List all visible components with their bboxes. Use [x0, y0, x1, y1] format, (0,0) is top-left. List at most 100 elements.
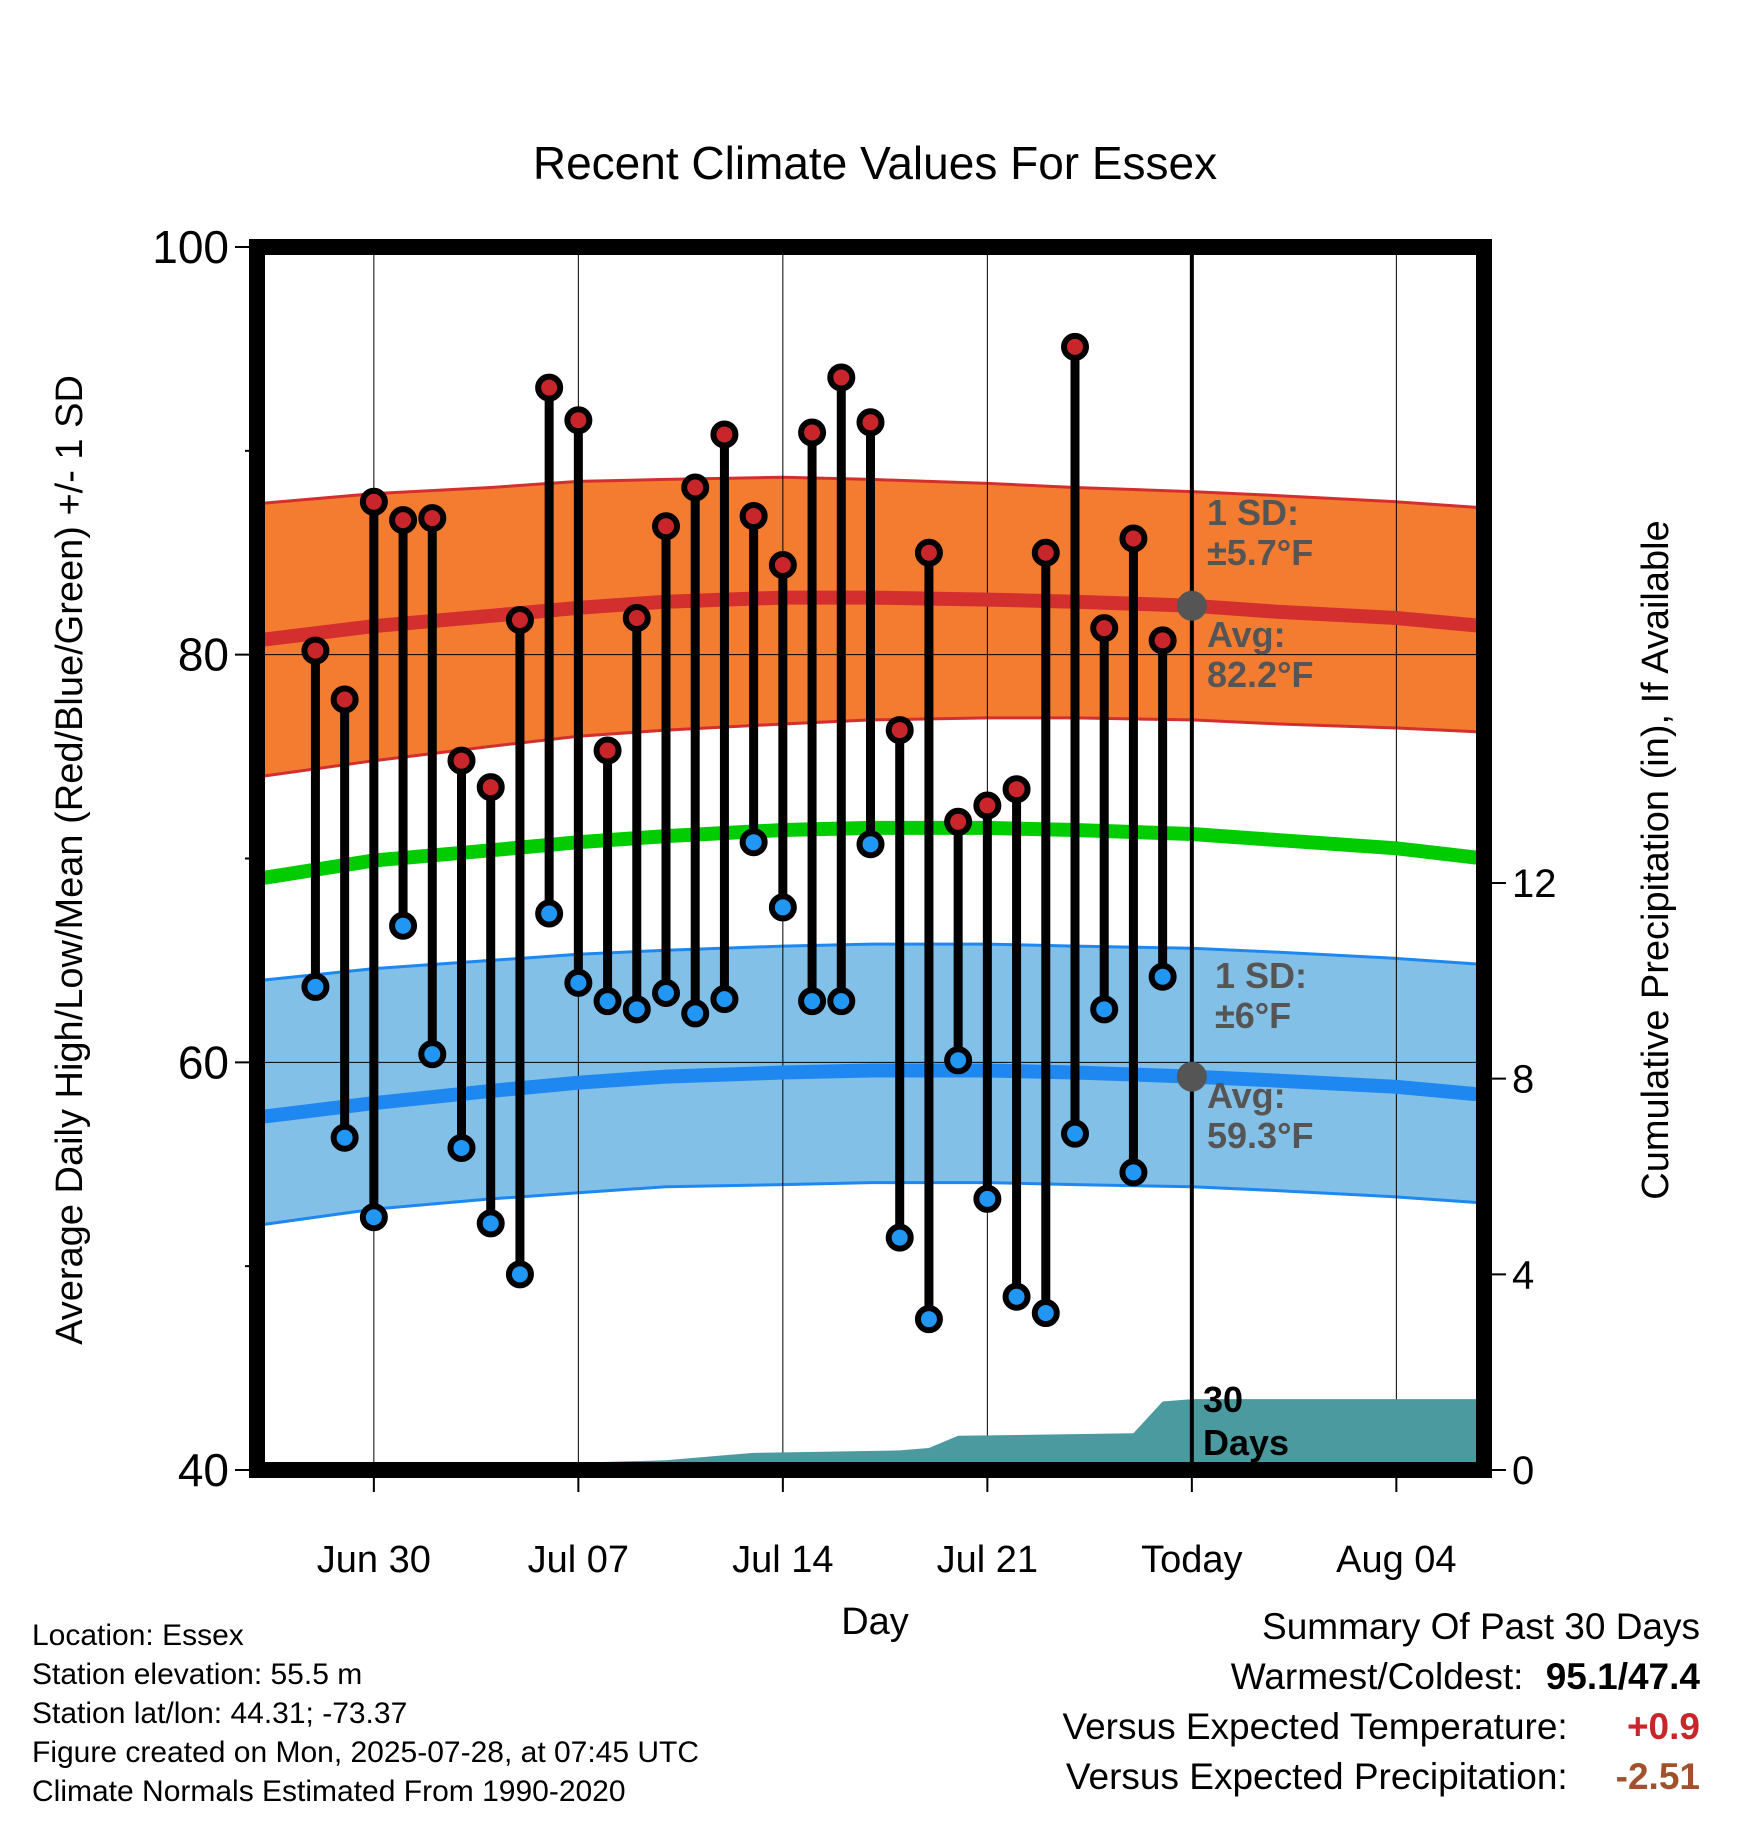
daily-high-point-1 — [330, 685, 359, 714]
daily-low-point-29 — [1148, 962, 1177, 991]
daily-low-point-19 — [856, 830, 885, 859]
summary-precip-label: Versus Expected Precipitation: — [1065, 1756, 1568, 1797]
daily-low-point-22 — [944, 1046, 973, 1075]
daily-low-point-10 — [593, 987, 622, 1016]
high-avg-label-2: 82.2°F — [1207, 654, 1313, 695]
daily-low-point-4 — [418, 1040, 447, 1069]
low-avg-today-marker — [1176, 1061, 1207, 1092]
daily-low-point-0 — [301, 972, 330, 1001]
daily-high-point-4 — [418, 504, 447, 533]
y-tick-label-2: 60 — [178, 1036, 229, 1088]
daily-high-point-12 — [652, 512, 680, 541]
high-sd-label-2: ±5.7°F — [1207, 532, 1313, 573]
y-tick-label-3: 40 — [178, 1444, 229, 1496]
high-sd-label-1: 1 SD: — [1207, 492, 1299, 533]
summary-temp-value: +0.9 — [1626, 1706, 1700, 1747]
daily-low-point-25 — [1031, 1299, 1060, 1328]
low-avg-label-2: 59.3°F — [1207, 1115, 1313, 1156]
summary-precip-value: -2.51 — [1615, 1756, 1700, 1797]
summary-panel: Summary Of Past 30 Days Warmest/Coldest:… — [1062, 1602, 1700, 1802]
y-tick-label-1: 80 — [178, 629, 229, 681]
precip-fill — [257, 1399, 1484, 1470]
daily-low-point-8 — [535, 899, 564, 928]
x-tick-label-1: Jul 07 — [528, 1539, 629, 1581]
summary-warm-value: 95.1/47.4 — [1545, 1656, 1700, 1697]
daily-high-point-8 — [535, 373, 564, 402]
daily-low-point-15 — [739, 828, 768, 857]
x-tick-label-4: Today — [1141, 1539, 1242, 1581]
x-tick-label-2: Jul 14 — [732, 1539, 833, 1581]
daily-low-point-7 — [505, 1260, 534, 1289]
daily-low-point-16 — [768, 893, 797, 922]
precip-days-label-1: 30 — [1203, 1379, 1243, 1420]
daily-high-point-14 — [710, 420, 739, 449]
summary-temp-row: Versus Expected Temperature: +0.9 — [1062, 1702, 1700, 1752]
daily-low-point-3 — [389, 911, 418, 940]
daily-high-point-24 — [1002, 775, 1031, 804]
summary-precip-row: Versus Expected Precipitation: -2.51 — [1062, 1752, 1700, 1802]
y-axis-label: Average Daily High/Low/Mean (Red/Blue/Gr… — [49, 375, 91, 1345]
x-tick-label-5: Aug 04 — [1336, 1539, 1456, 1581]
summary-warm-label: Warmest/Coldest: — [1230, 1656, 1524, 1697]
daily-low-point-24 — [1002, 1282, 1031, 1311]
summary-temp-label: Versus Expected Temperature: — [1062, 1706, 1568, 1747]
daily-high-point-13 — [681, 473, 710, 502]
info-created: Figure created on Mon, 2025-07-28, at 07… — [32, 1736, 700, 1769]
daily-low-point-9 — [564, 968, 593, 997]
y2-axis-label: Cumulative Precipitation (in), If Availa… — [1635, 520, 1677, 1199]
precip-area — [257, 1399, 1484, 1470]
y2-tick-label-2: 4 — [1512, 1253, 1534, 1297]
daily-low-point-13 — [681, 999, 710, 1028]
daily-low-point-28 — [1119, 1158, 1148, 1187]
info-latlon: Station lat/lon: 44.31; -73.37 — [32, 1697, 408, 1730]
daily-low-point-6 — [476, 1209, 505, 1238]
daily-high-point-16 — [768, 550, 797, 579]
daily-high-point-18 — [827, 363, 856, 392]
daily-high-point-6 — [476, 773, 505, 802]
x-axis-label: Day — [841, 1601, 909, 1643]
chart-title: Recent Climate Values For Essex — [533, 137, 1217, 189]
daily-low-point-5 — [447, 1133, 476, 1162]
x-tick-label-0: Jun 30 — [317, 1539, 431, 1581]
daily-high-point-5 — [447, 746, 476, 775]
daily-high-point-19 — [856, 408, 885, 437]
daily-high-point-20 — [885, 716, 914, 745]
info-elevation: Station elevation: 55.5 m — [32, 1658, 363, 1691]
low-avg-label-1: Avg: — [1207, 1075, 1286, 1116]
daily-high-point-2 — [359, 487, 388, 516]
low-sd-label-2: ±6°F — [1215, 995, 1291, 1036]
daily-high-point-22 — [944, 807, 973, 836]
low-sd-band — [257, 944, 1484, 1226]
daily-high-point-21 — [914, 538, 943, 567]
daily-high-point-11 — [622, 603, 651, 632]
y2-tick-label-3: 0 — [1512, 1449, 1534, 1493]
daily-high-point-7 — [505, 606, 534, 635]
daily-low-point-14 — [710, 985, 739, 1014]
daily-low-point-21 — [914, 1305, 943, 1334]
y2-tick-label-1: 8 — [1512, 1058, 1534, 1102]
high-avg-today-marker — [1176, 590, 1207, 621]
daily-high-point-27 — [1090, 614, 1119, 643]
summary-title: Summary Of Past 30 Days — [1262, 1606, 1700, 1647]
y-tick-label-0: 100 — [152, 221, 229, 273]
daily-low-point-12 — [652, 979, 680, 1008]
high-avg-label-1: Avg: — [1207, 614, 1286, 655]
daily-low-point-2 — [359, 1203, 388, 1232]
daily-high-point-15 — [739, 502, 768, 531]
daily-low-point-17 — [798, 987, 827, 1016]
daily-high-point-10 — [593, 736, 622, 765]
daily-high-point-28 — [1119, 524, 1148, 553]
x-tick-label-3: Jul 21 — [937, 1539, 1038, 1581]
low-sd-label-1: 1 SD: — [1215, 955, 1307, 996]
daily-high-point-3 — [389, 506, 418, 535]
daily-high-point-23 — [973, 791, 1002, 820]
daily-low-point-20 — [885, 1223, 914, 1252]
info-location: Location: Essex — [32, 1619, 244, 1652]
daily-high-point-0 — [301, 636, 330, 665]
daily-high-point-26 — [1061, 332, 1089, 361]
daily-high-point-9 — [564, 406, 593, 435]
precip-days-label-2: Days — [1203, 1422, 1289, 1463]
daily-high-point-25 — [1031, 538, 1060, 567]
